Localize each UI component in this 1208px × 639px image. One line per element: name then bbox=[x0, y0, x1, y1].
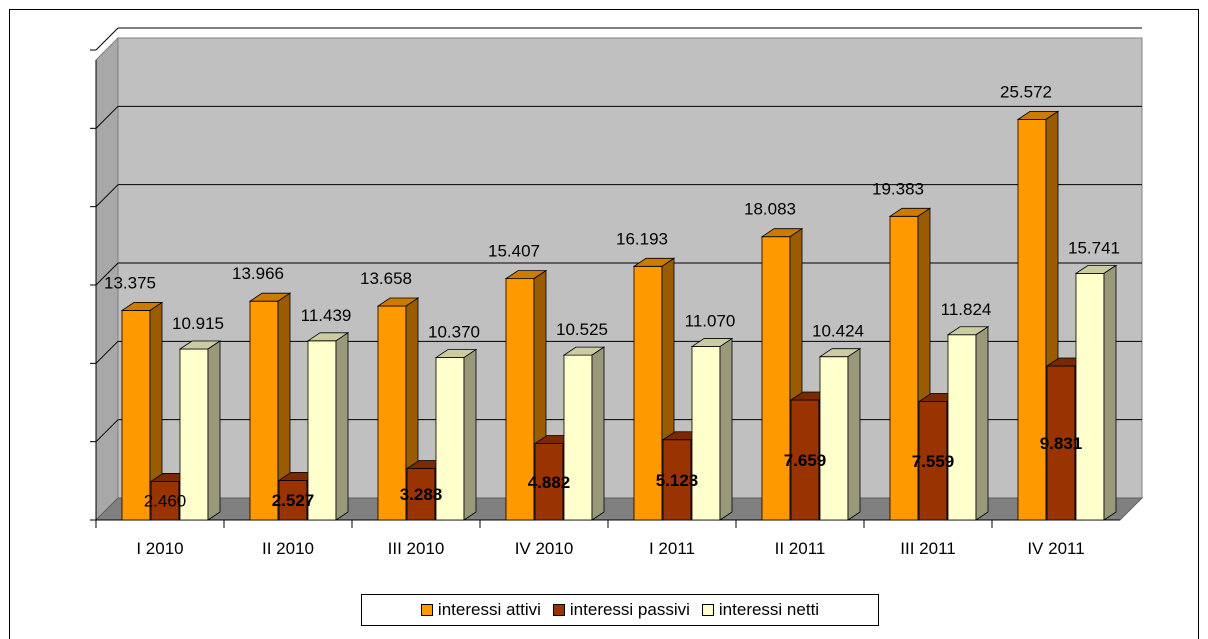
legend-item-attivi: interessi attivi bbox=[420, 600, 541, 620]
data-label-1: 9.831 bbox=[1040, 434, 1083, 453]
gridline-side bbox=[95, 262, 119, 286]
x-tick-label: III 2010 bbox=[388, 539, 445, 558]
data-label-2: 11.070 bbox=[685, 312, 736, 331]
bar-side-2 bbox=[591, 346, 605, 521]
bar-0 bbox=[633, 265, 663, 521]
legend-label-netti: interessi netti bbox=[718, 600, 820, 619]
data-label-0: 25.572 bbox=[1000, 82, 1052, 101]
bar-side-2 bbox=[335, 332, 349, 521]
bar-2 bbox=[563, 354, 593, 521]
x-tick-label: II 2010 bbox=[262, 539, 314, 558]
legend-label-passivi: interessi passivi bbox=[569, 600, 690, 619]
bar-side-2 bbox=[975, 326, 989, 521]
data-label-2: 10.915 bbox=[172, 314, 224, 333]
x-tick-label: II 2011 bbox=[775, 539, 826, 558]
legend-swatch-attivi bbox=[420, 604, 433, 616]
data-label-0: 13.966 bbox=[232, 264, 284, 283]
bar-2 bbox=[691, 346, 721, 521]
chart-frame bbox=[9, 9, 1199, 639]
bar-1 bbox=[534, 443, 564, 521]
bar-side-2 bbox=[847, 347, 861, 521]
data-label-1: 3.288 bbox=[400, 485, 443, 504]
data-label-0: 18.083 bbox=[744, 200, 796, 219]
legend-label-attivi: interessi attivi bbox=[437, 600, 541, 619]
gridline-side bbox=[95, 419, 119, 443]
bar-side-2 bbox=[207, 340, 221, 521]
x-tick-label: IV 2011 bbox=[1027, 539, 1084, 558]
data-label-0: 15.407 bbox=[488, 242, 540, 261]
bar-2 bbox=[947, 334, 977, 521]
x-tick-label: III 2011 bbox=[900, 539, 955, 558]
data-label-1: 2.460 bbox=[144, 492, 187, 511]
bar-side-2 bbox=[1103, 264, 1117, 521]
legend-item-netti: interessi netti bbox=[701, 600, 820, 620]
bar-side-2 bbox=[719, 337, 733, 521]
bar-2 bbox=[819, 356, 849, 521]
data-label-1: 5.123 bbox=[656, 471, 699, 490]
gridline-side bbox=[95, 340, 119, 364]
legend-item-passivi: interessi passivi bbox=[552, 600, 690, 620]
data-label-1: 7.559 bbox=[912, 452, 955, 471]
bar-0 bbox=[121, 310, 151, 521]
gridline-side bbox=[95, 184, 119, 208]
legend-swatch-netti bbox=[701, 604, 714, 616]
bar-2 bbox=[435, 357, 465, 521]
data-label-2: 15.741 bbox=[1068, 238, 1120, 257]
legend: interessi attivi interessi passivi inter… bbox=[361, 594, 879, 626]
bar-0 bbox=[1017, 118, 1047, 521]
bar-2 bbox=[1075, 272, 1105, 521]
bar-0 bbox=[249, 300, 279, 521]
data-label-1: 2.527 bbox=[272, 491, 315, 510]
bar-0 bbox=[377, 305, 407, 521]
bar-0 bbox=[889, 215, 919, 521]
bar-side-2 bbox=[463, 348, 477, 521]
data-label-2: 11.439 bbox=[301, 306, 352, 325]
bar-0 bbox=[761, 236, 791, 521]
data-label-2: 11.824 bbox=[941, 300, 992, 319]
x-tick-label: I 2010 bbox=[136, 539, 183, 558]
data-label-0: 13.375 bbox=[104, 273, 156, 292]
gridline-side bbox=[95, 105, 119, 129]
data-label-2: 10.424 bbox=[812, 322, 864, 341]
data-label-1: 4.882 bbox=[528, 473, 571, 492]
legend-swatch-passivi bbox=[552, 604, 565, 616]
x-tick-label: IV 2010 bbox=[515, 539, 574, 558]
bar-0 bbox=[505, 278, 535, 521]
data-label-0: 13.658 bbox=[360, 269, 412, 288]
bar-1 bbox=[790, 399, 820, 521]
data-label-2: 10.370 bbox=[428, 323, 480, 342]
bar-1 bbox=[150, 481, 180, 521]
gridline-side bbox=[95, 27, 119, 51]
data-label-0: 19.383 bbox=[872, 179, 924, 198]
bar-1 bbox=[406, 468, 436, 521]
data-label-2: 10.525 bbox=[556, 320, 608, 339]
x-tick-label: I 2011 bbox=[649, 539, 695, 558]
data-label-0: 16.193 bbox=[616, 229, 668, 248]
data-label-1: 7.659 bbox=[784, 451, 827, 470]
